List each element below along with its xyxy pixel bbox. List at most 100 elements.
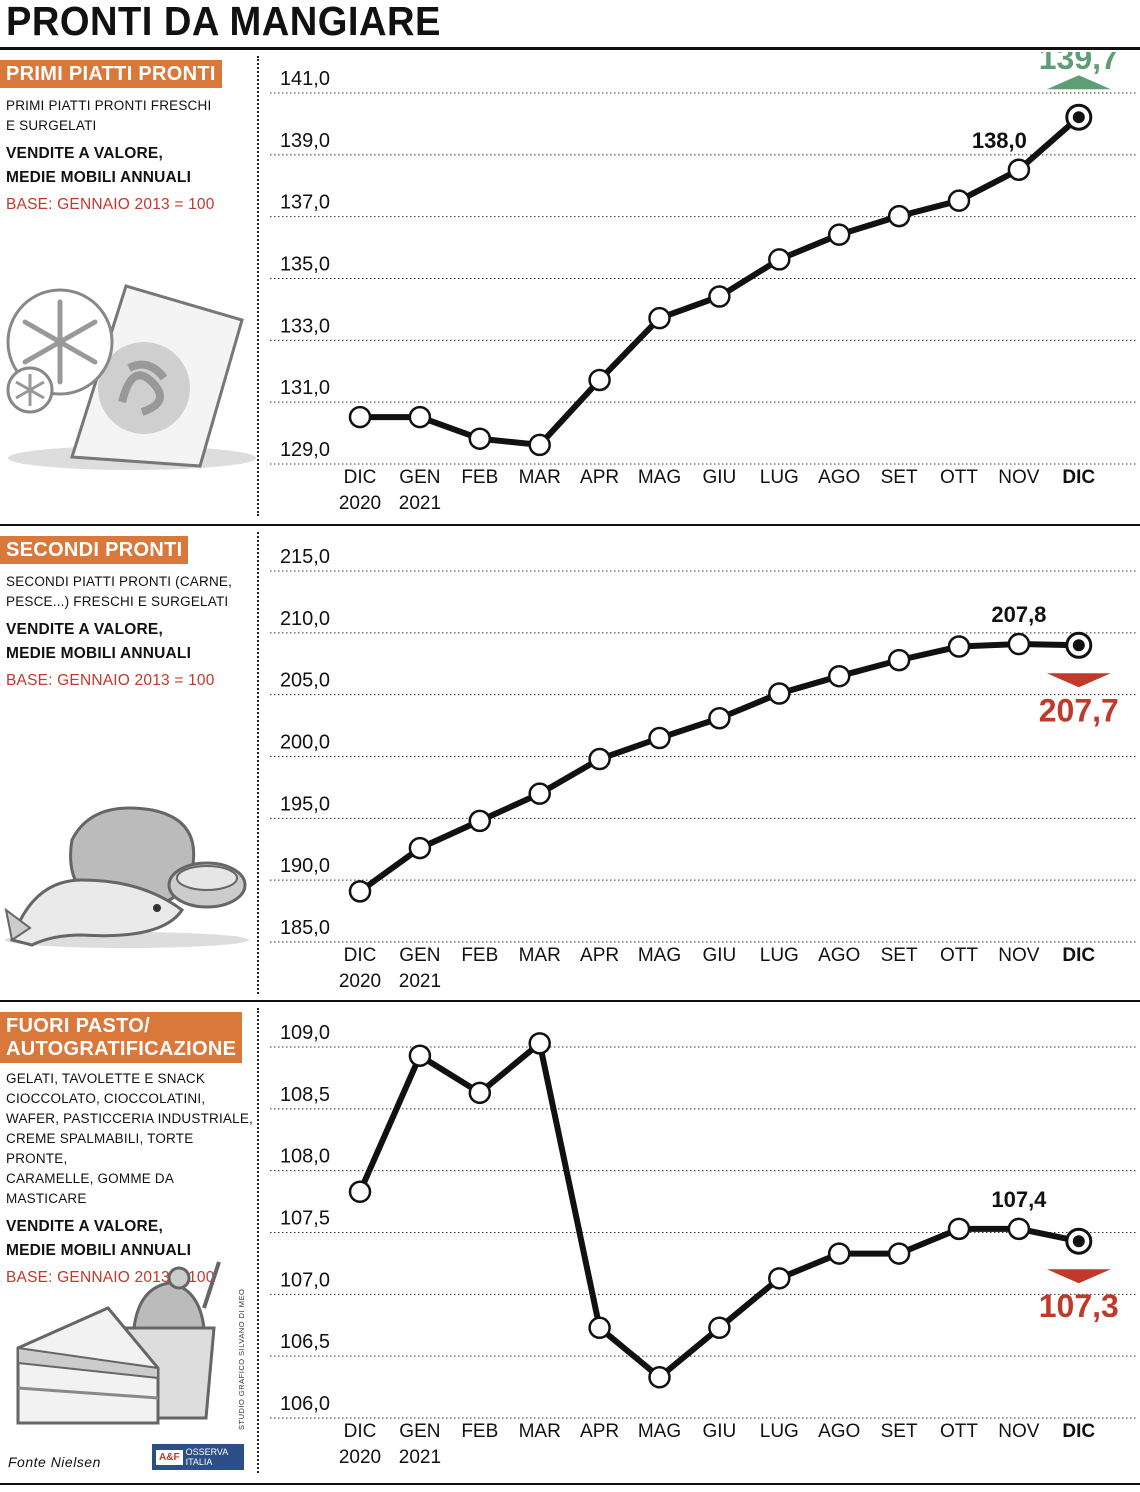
desc-line: CIOCCOLATO, CIOCCOLATINI, bbox=[6, 1091, 206, 1106]
data-point bbox=[887, 204, 911, 228]
desc-line: CREME SPALMABILI, TORTE PRONTE, bbox=[6, 1131, 194, 1166]
x-tick-label: DIC bbox=[344, 1421, 377, 1442]
panel-label: SECONDI PRONTI bbox=[0, 536, 189, 564]
prev-value-label: 138,0 bbox=[972, 128, 1027, 153]
last-value-label: 207,7 bbox=[1039, 692, 1119, 728]
data-point bbox=[468, 809, 492, 833]
desc-line: E SURGELATI bbox=[6, 118, 97, 133]
x-tick-label: OTT bbox=[940, 1421, 978, 1442]
measure-line: MEDIE MOBILI ANNUALI bbox=[6, 645, 192, 662]
panel-fuori-pasto-info: FUORI PASTO/ AUTOGRATIFICAZIONE GELATI, … bbox=[0, 1012, 256, 1287]
x-tick-label: NOV bbox=[998, 467, 1040, 488]
data-point bbox=[408, 1044, 432, 1067]
data-point bbox=[1007, 1217, 1031, 1241]
data-point bbox=[708, 285, 731, 308]
x-tick-label: APR bbox=[580, 945, 619, 966]
data-point-last-dot bbox=[1072, 111, 1085, 124]
x-tick-label: DIC bbox=[344, 945, 377, 966]
desc-line: GELATI, TAVOLETTE E SNACK bbox=[6, 1071, 206, 1086]
desc-line: PESCE...) FRESCHI E SURGELATI bbox=[6, 594, 229, 609]
y-tick-label: 107,0 bbox=[280, 1269, 330, 1291]
data-point bbox=[348, 1180, 372, 1204]
x-tick-label: LUG bbox=[760, 467, 799, 488]
data-point bbox=[1007, 158, 1031, 181]
y-tick-label: 106,0 bbox=[280, 1393, 330, 1415]
data-point bbox=[408, 405, 432, 429]
x-tick-label: GEN bbox=[399, 945, 440, 966]
x-tick-label: GIU bbox=[703, 467, 737, 488]
cake-and-ice-cream-icon bbox=[16, 1261, 221, 1425]
data-point bbox=[827, 664, 851, 688]
panel-base: BASE: GENNAIO 2013 = 100 bbox=[6, 196, 215, 213]
title-rule bbox=[0, 47, 1140, 50]
y-tick-label: 133,0 bbox=[280, 315, 330, 337]
y-tick-label: 106,5 bbox=[280, 1331, 330, 1353]
measure-line: VENDITE A VALORE, bbox=[6, 1218, 163, 1235]
data-point bbox=[708, 1316, 731, 1340]
logo-mark: A&F bbox=[156, 1449, 183, 1465]
x-tick-label: LUG bbox=[760, 1421, 799, 1442]
x-tick-label: FEB bbox=[461, 1421, 498, 1442]
data-point bbox=[408, 836, 432, 860]
y-tick-label: 185,0 bbox=[280, 917, 330, 939]
data-point bbox=[468, 1081, 492, 1105]
x-tick-label: FEB bbox=[461, 467, 498, 488]
panel-label: FUORI PASTO/ AUTOGRATIFICAZIONE bbox=[0, 1012, 243, 1063]
measure-line: MEDIE MOBILI ANNUALI bbox=[6, 169, 192, 186]
y-tick-label: 139,0 bbox=[280, 130, 330, 152]
data-point bbox=[648, 1366, 671, 1389]
down-arrow-icon bbox=[1046, 1269, 1111, 1284]
panel-divider bbox=[257, 1008, 259, 1473]
x-tick-label: 2020 bbox=[339, 971, 381, 992]
data-point bbox=[528, 782, 551, 805]
x-tick-label: 2021 bbox=[399, 493, 441, 514]
panel-primi-info: PRIMI PIATTI PRONTI PRIMI PIATTI PRONTI … bbox=[0, 60, 256, 214]
x-tick-label: GIU bbox=[703, 945, 737, 966]
x-tick-label: 2020 bbox=[339, 493, 381, 514]
last-value-label: 107,3 bbox=[1039, 1288, 1119, 1324]
panel-measure: VENDITE A VALORE, MEDIE MOBILI ANNUALI bbox=[6, 142, 256, 190]
measure-line: VENDITE A VALORE, bbox=[6, 621, 163, 638]
x-tick-label: AGO bbox=[818, 1421, 860, 1442]
meat-and-fish-icon bbox=[4, 806, 249, 948]
panel-label: PRIMI PIATTI PRONTI bbox=[0, 60, 222, 88]
x-tick-label: SET bbox=[881, 1421, 918, 1442]
data-point bbox=[528, 433, 551, 457]
frozen-pasta-bag-icon bbox=[6, 284, 256, 470]
x-tick-label: 2021 bbox=[399, 971, 441, 992]
source-note: Fonte Nielsen bbox=[8, 1454, 101, 1470]
y-tick-label: 200,0 bbox=[280, 732, 330, 754]
credit-text: STUDIO GRAFICO SILVANO DI MEO bbox=[237, 1288, 246, 1430]
x-tick-label: APR bbox=[580, 1421, 619, 1442]
x-tick-label: DIC bbox=[1062, 945, 1095, 966]
data-point bbox=[768, 248, 791, 271]
x-tick-label: LUG bbox=[760, 945, 799, 966]
panel-description: PRIMI PIATTI PRONTI FRESCHI E SURGELATI bbox=[6, 96, 256, 136]
panel-description: GELATI, TAVOLETTE E SNACK CIOCCOLATO, CI… bbox=[6, 1069, 256, 1209]
x-tick-label: AGO bbox=[818, 467, 860, 488]
data-point bbox=[947, 635, 971, 658]
data-point-last-dot bbox=[1072, 639, 1085, 652]
y-tick-label: 137,0 bbox=[280, 192, 330, 214]
x-tick-label: MAR bbox=[519, 1421, 561, 1442]
y-tick-label: 190,0 bbox=[280, 855, 330, 877]
x-tick-label: MAG bbox=[638, 1421, 681, 1442]
panel-separator bbox=[0, 524, 1140, 526]
y-tick-label: 210,0 bbox=[280, 608, 330, 630]
x-tick-label: GEN bbox=[399, 467, 440, 488]
y-tick-label: 109,0 bbox=[280, 1022, 330, 1044]
x-tick-label: SET bbox=[881, 467, 918, 488]
desc-line: CARAMELLE, GOMME DA MASTICARE bbox=[6, 1171, 174, 1206]
x-tick-label: FEB bbox=[461, 945, 498, 966]
desc-line: WAFER, PASTICCERIA INDUSTRIALE, bbox=[6, 1111, 253, 1126]
x-tick-label: MAG bbox=[638, 945, 681, 966]
panel-description: SECONDI PIATTI PRONTI (CARNE, PESCE...) … bbox=[6, 572, 256, 612]
desc-line: SECONDI PIATTI PRONTI (CARNE, bbox=[6, 574, 233, 589]
desc-line: PRIMI PIATTI PRONTI FRESCHI bbox=[6, 98, 212, 113]
data-point bbox=[827, 1242, 851, 1265]
panel-secondi-info: SECONDI PRONTI SECONDI PIATTI PRONTI (CA… bbox=[0, 536, 256, 690]
panel-base: BASE: GENNAIO 2013 = 100 bbox=[6, 1269, 215, 1286]
x-tick-label: AGO bbox=[818, 945, 860, 966]
data-point bbox=[708, 706, 731, 730]
data-point bbox=[468, 427, 492, 450]
